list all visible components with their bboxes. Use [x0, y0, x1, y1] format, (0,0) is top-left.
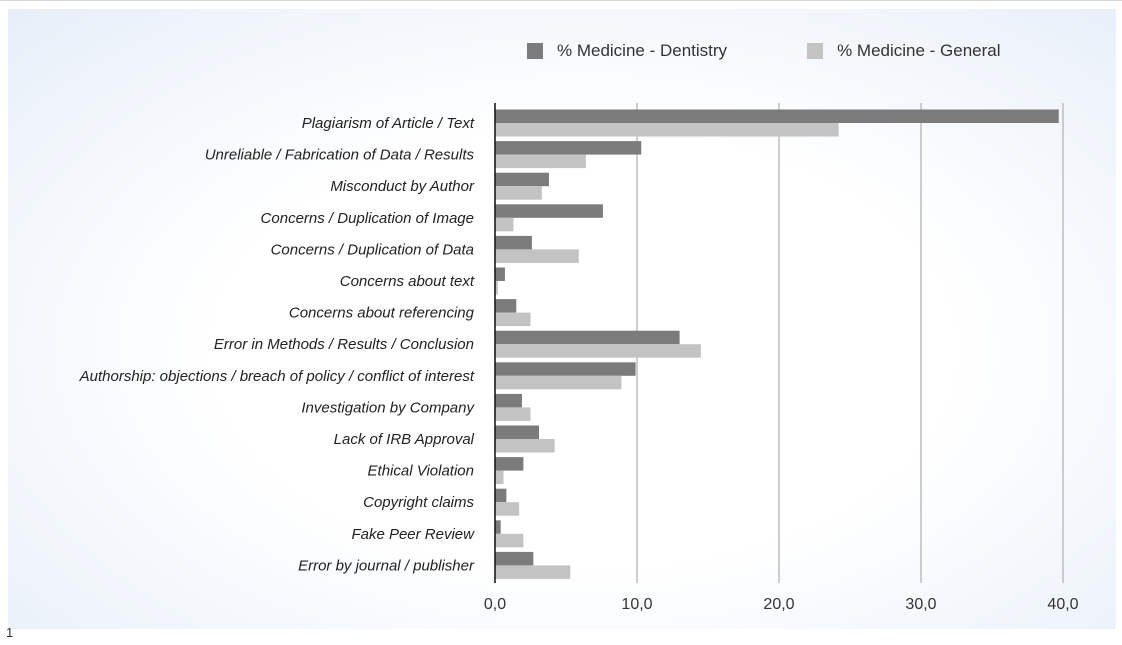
category-label: Lack of IRB Approval	[334, 431, 475, 448]
legend-swatch-dentistry	[527, 43, 543, 59]
bar-general	[495, 312, 531, 327]
bar-dentistry	[495, 457, 524, 471]
legend-label-general: % Medicine - General	[837, 41, 1001, 60]
category-label: Error by journal / publisher	[298, 557, 475, 574]
bar-dentistry	[495, 172, 549, 187]
bar-general	[495, 439, 555, 453]
bar-general	[495, 470, 504, 485]
legend-swatch-general	[807, 43, 824, 59]
bar-general	[495, 533, 524, 548]
bar-general	[495, 249, 579, 263]
bar-dentistry	[495, 235, 532, 250]
legend-item-dentistry: % Medicine - Dentistry	[527, 41, 727, 61]
category-label: Concerns / Duplication of Image	[261, 210, 474, 227]
category-label: Concerns / Duplication of Data	[271, 241, 474, 258]
bar-dentistry	[495, 109, 1059, 123]
bar-dentistry	[495, 141, 642, 155]
category-label: Fake Peer Review	[351, 526, 475, 543]
bar-general	[495, 565, 571, 579]
bar-dentistry	[495, 393, 522, 408]
category-label: Ethical Violation	[368, 463, 474, 480]
bar-dentistry	[495, 362, 636, 376]
bar-dentistry	[495, 425, 540, 439]
bar-general	[495, 407, 531, 421]
x-tick-label: 30,0	[905, 596, 936, 613]
category-label: Concerns about text	[340, 273, 475, 290]
category-label: Authorship: objections / breach of polic…	[79, 368, 475, 385]
legend-item-general: % Medicine - General	[807, 41, 1001, 61]
bar-dentistry	[495, 299, 517, 313]
bar-dentistry	[495, 267, 505, 281]
chart-legend: % Medicine - Dentistry % Medicine - Gene…	[527, 41, 1001, 61]
category-label: Plagiarism of Article / Text	[302, 115, 475, 132]
bar-general	[495, 217, 514, 232]
bar-dentistry	[495, 488, 507, 503]
bar-dentistry	[495, 330, 680, 345]
x-tick-label: 20,0	[763, 596, 794, 613]
bar-general	[495, 281, 498, 295]
bar-general	[495, 344, 701, 358]
category-label: Copyright claims	[363, 494, 474, 511]
x-tick-label: 0,0	[484, 596, 506, 613]
legend-label-dentistry: % Medicine - Dentistry	[557, 41, 728, 60]
bar-general	[495, 502, 520, 516]
bar-dentistry	[495, 520, 501, 534]
category-label: Misconduct by Author	[330, 178, 475, 195]
x-tick-label: 40,0	[1047, 596, 1078, 613]
x-tick-label: 10,0	[621, 596, 652, 613]
bar-general	[495, 154, 586, 169]
bar-dentistry	[495, 204, 603, 218]
category-label: Concerns about referencing	[289, 305, 475, 322]
category-label: Unreliable / Fabrication of Data / Resul…	[205, 147, 475, 164]
bar-general	[495, 186, 542, 200]
bar-dentistry	[495, 551, 534, 566]
category-label: Error in Methods / Results / Conclusion	[214, 336, 474, 353]
category-label: Investigation by Company	[301, 399, 475, 416]
page-number: 1	[6, 625, 14, 640]
bar-general	[495, 123, 839, 137]
bar-general	[495, 375, 622, 390]
